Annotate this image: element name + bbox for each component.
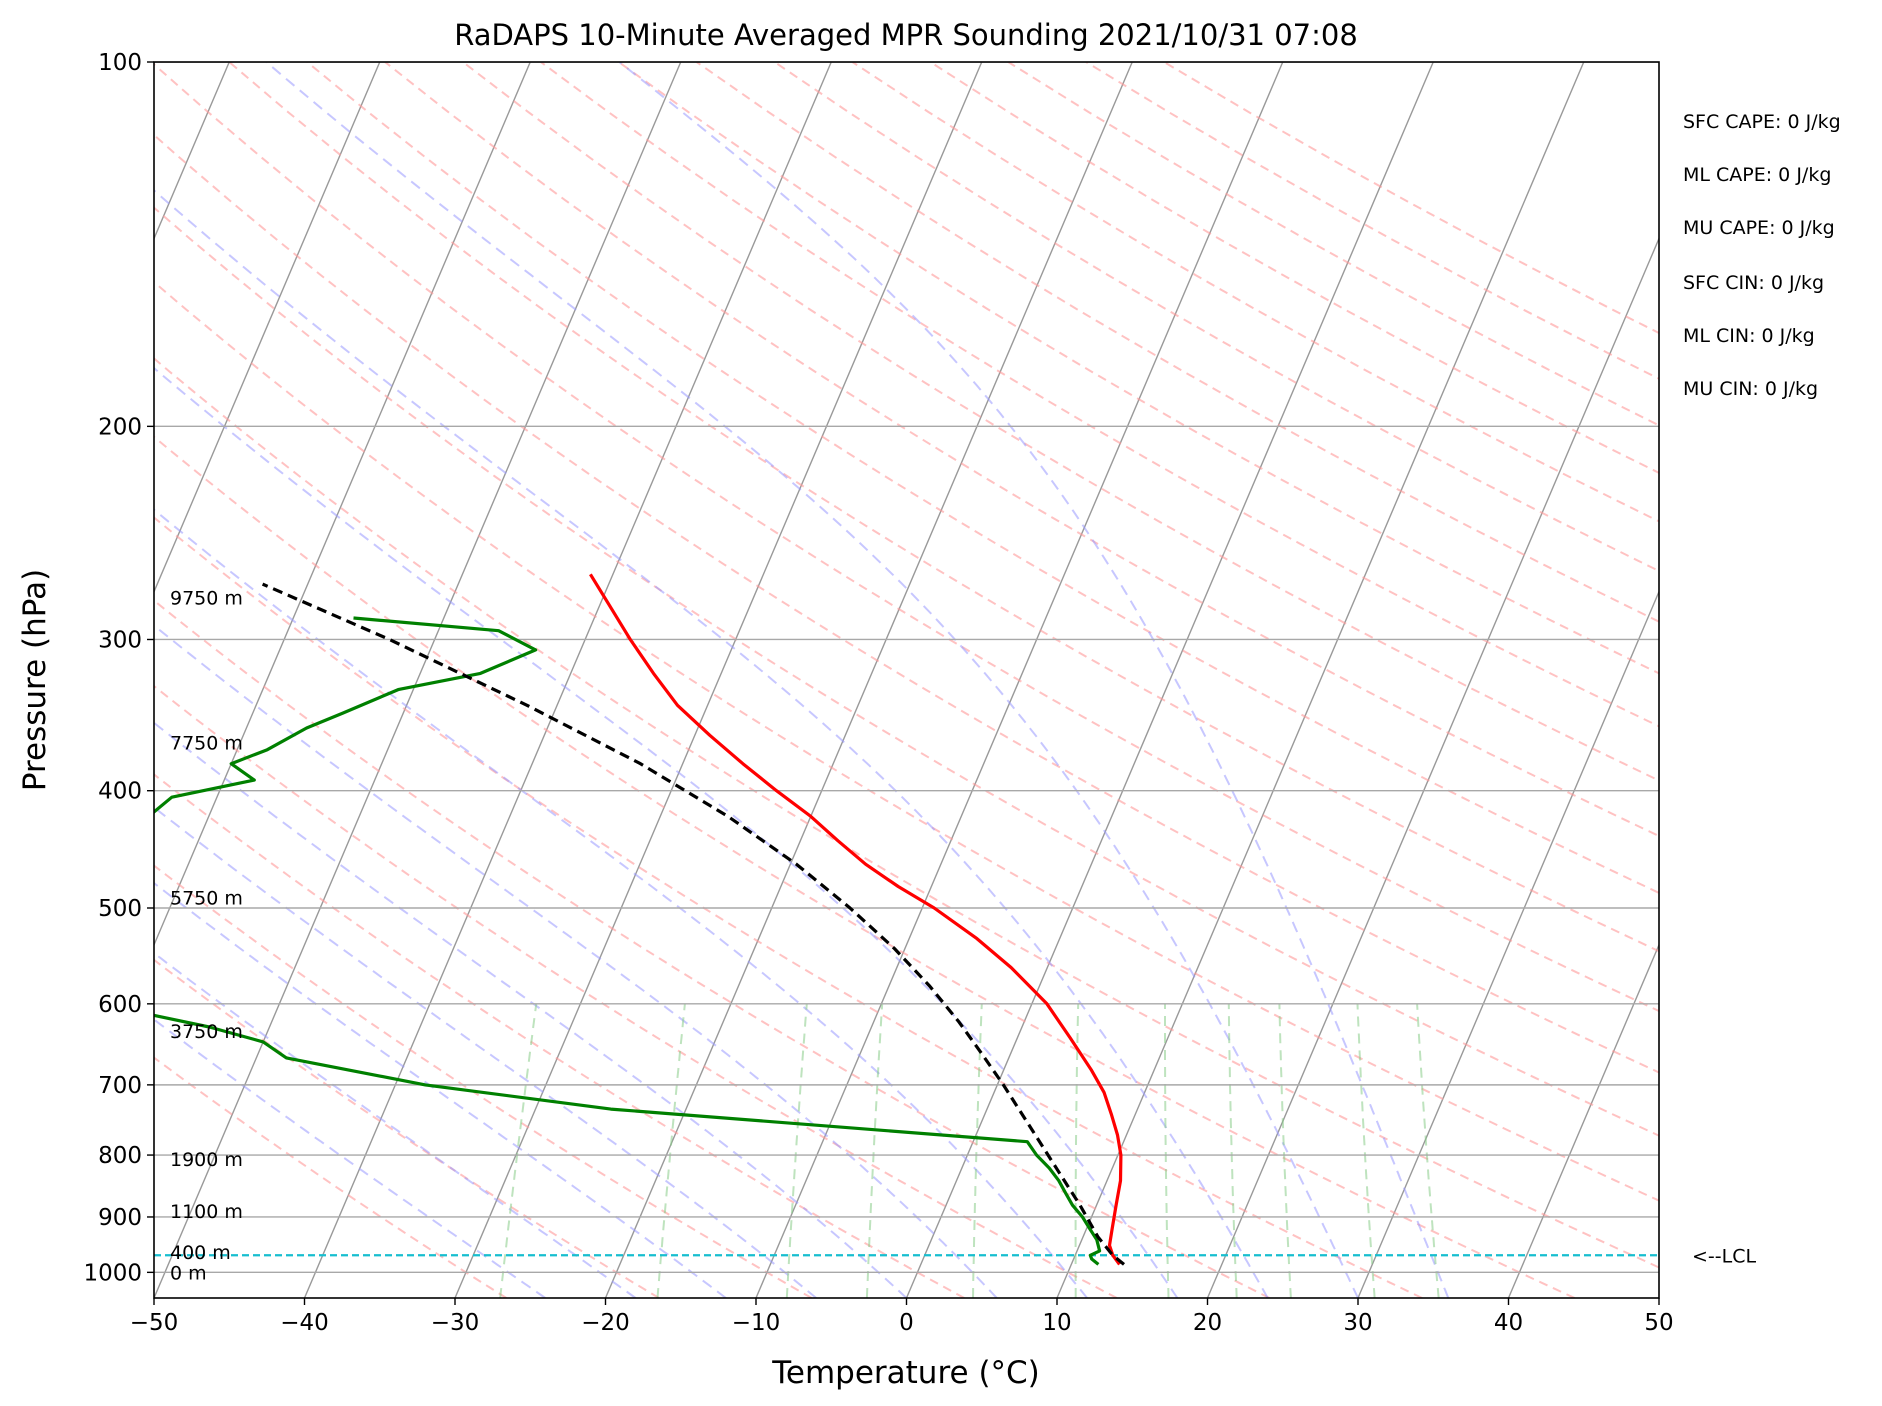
dry-adiabat-line [154,684,1118,1298]
isotherm-line [1056,62,1585,1298]
x-tick-label: 50 [1644,1310,1673,1336]
height-label: 0 m [170,1262,207,1284]
x-tick-label: −10 [732,1310,781,1336]
x-tick-label: −30 [431,1310,480,1336]
mixing-ratio-line [656,1003,686,1298]
y-tick-label: 300 [98,627,142,653]
index-mu-cape: MU CAPE: 0 J/kg [1683,217,1835,239]
height-label: 1900 m [170,1149,243,1171]
moist-adiabat-line [154,1018,546,1298]
mixing-ratio-line [1356,1003,1376,1298]
y-tick-label: 400 [98,779,142,805]
x-tick-label: −40 [280,1310,329,1336]
sounding-traces [154,573,1659,1266]
height-label: 1100 m [170,1201,243,1223]
x-tick-label: −50 [130,1310,179,1336]
dewpoint-line [154,616,1102,1266]
moist-adiabat-line [154,189,1269,1298]
index-mu-cin: MU CIN: 0 J/kg [1683,378,1818,400]
y-tick-label: 200 [98,414,142,440]
x-tick-label: 30 [1343,1310,1372,1336]
mixing-ratio-line [1074,1003,1080,1298]
x-tick-label: 40 [1494,1310,1523,1336]
mixing-ratio-line [1227,1003,1238,1298]
y-tick-label: 700 [98,1073,142,1099]
y-tick-label: 500 [98,896,142,922]
isotherm-line [1206,236,1659,1298]
isotherm-line [905,62,1434,1298]
isotherm-line [154,62,381,594]
x-axis-ticks: −50 −40 −30 −20 −10 0 10 20 30 40 50 [130,1298,1674,1336]
moist-adiabat-line [154,508,1088,1298]
dry-adiabat-line [154,280,1659,1202]
y-axis-label: Pressure (hPa) [17,569,53,791]
y-tick-label: 100 [98,50,142,76]
isotherm-line [604,62,1133,1298]
isotherm-line [1357,589,1659,1298]
dry-adiabat-line [154,599,1270,1298]
isotherm-line [1507,943,1659,1298]
dry-adiabat-line [154,133,1659,1074]
dry-adiabat-line [773,62,1659,573]
x-tick-label: 10 [1042,1310,1071,1336]
mixing-ratio-line [1278,1003,1292,1298]
moist-adiabat-line [154,721,908,1298]
height-label: 7750 m [170,733,243,755]
parcel-profile-line [261,582,1126,1266]
moist-adiabat-line [154,366,1179,1298]
y-tick-label: 900 [98,1205,142,1231]
moist-adiabat-line [618,62,1450,1298]
y-tick-label: 600 [98,992,142,1018]
index-sfc-cin: SFC CIN: 0 J/kg [1683,272,1824,294]
mixing-ratio-line [865,1003,884,1298]
height-label: 5750 m [170,887,243,909]
moist-adiabat-line [154,881,727,1298]
isotherm-line [154,62,682,1298]
index-ml-cin: ML CIN: 0 J/kg [1683,325,1815,347]
moist-adiabat-line [154,951,637,1298]
height-label: 3750 m [170,1021,243,1043]
mixing-ratio-line [972,1003,983,1298]
index-sfc-cape: SFC CAPE: 0 J/kg [1683,111,1841,133]
moist-adiabat-line [265,62,1359,1298]
height-label: 9750 m [170,588,243,610]
y-tick-label: 1000 [83,1260,142,1286]
index-ml-cape: ML CAPE: 0 J/kg [1683,164,1831,186]
height-labels: 9750 m 7750 m 5750 m 3750 m 1900 m 1100 m 400 … [170,588,243,1285]
x-tick-label: −20 [581,1310,630,1336]
isotherm-line [303,62,832,1298]
dry-adiabat-line [154,435,1576,1298]
mixing-ratio-line [499,1003,538,1298]
background-lines [154,62,1659,1298]
lcl-label: <--LCL [1692,1245,1756,1267]
dry-adiabat-line [696,62,1659,623]
chart-title: RaDAPS 10-Minute Averaged MPR Sounding 2… [454,18,1358,52]
mixing-ratio-line [1416,1003,1440,1298]
y-axis-ticks: 100 200 300 400 500 600 700 800 900 1000 [83,50,154,1286]
x-tick-label: 20 [1193,1310,1222,1336]
dry-adiabat-line [154,1056,507,1298]
x-axis-label: Temperature (°C) [771,1355,1040,1391]
temperature-line [589,573,1123,1266]
height-label: 400 m [170,1242,231,1264]
pressure-gridlines [154,62,1659,1274]
isotherm-line [154,62,531,947]
dry-adiabat-line [154,958,660,1298]
mixing-ratio-line [785,1003,808,1298]
x-tick-label: 0 [899,1310,914,1336]
mixing-ratio-line [1164,1003,1170,1298]
dry-adiabat-line [618,62,1659,675]
y-tick-label: 800 [98,1143,142,1169]
dry-adiabat-line [154,516,1423,1298]
indices-panel: SFC CAPE: 0 J/kg ML CAPE: 0 J/kg MU CAPE… [1683,111,1841,400]
